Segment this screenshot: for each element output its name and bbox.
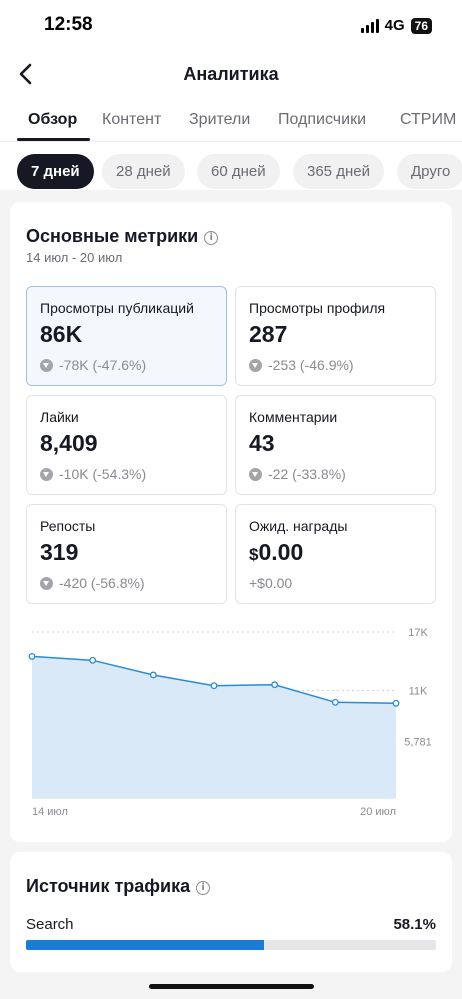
metric-label: Лайки — [40, 409, 79, 425]
data-point — [149, 671, 157, 679]
metric-change: -253 (-46.9%) — [249, 357, 354, 373]
period-selector: 7 дней 28 дней 60 дней 365 дней Друго — [0, 154, 462, 190]
date-range: 14 июл - 20 июл — [26, 250, 123, 265]
metric-label: Комментарии — [249, 409, 338, 425]
traffic-source-percent: 58.1% — [393, 916, 436, 933]
signal-icon — [360, 18, 379, 33]
network-type: 4G — [384, 17, 405, 34]
tab-live[interactable]: СТРИМ — [400, 111, 457, 128]
tab-content[interactable]: Контент — [102, 111, 162, 128]
arrow-down-icon — [249, 467, 262, 481]
traffic-source-card: Источник трафика i Search 58.1% — [10, 852, 452, 972]
metric-change: -10K (-54.3%) — [40, 466, 146, 482]
nav-bar: Аналитика — [0, 52, 462, 98]
status-indicators: 4G 76 — [360, 17, 432, 34]
traffic-progress-track — [26, 940, 436, 950]
arrow-down-icon — [40, 358, 53, 372]
metric-change: -22 (-33.8%) — [249, 466, 346, 482]
metric-change: -420 (-56.8%) — [40, 575, 145, 591]
traffic-source-label: Search — [26, 916, 74, 933]
metric-change: -78K (-47.6%) — [40, 357, 146, 373]
data-point — [392, 699, 400, 707]
data-point — [28, 652, 36, 660]
data-point — [331, 698, 339, 706]
y-tick-label: 17K — [408, 627, 428, 639]
tab-viewers[interactable]: Зрители — [189, 111, 251, 128]
metric-label: Просмотры публикаций — [40, 300, 194, 316]
metric-label: Просмотры профиля — [249, 300, 386, 316]
info-icon[interactable]: i — [196, 881, 211, 895]
series-area — [32, 656, 396, 798]
metric-value: 86K — [40, 321, 83, 347]
metric-value: 319 — [40, 539, 79, 565]
data-point — [271, 681, 279, 689]
period-365-days[interactable]: 365 дней — [293, 154, 384, 189]
metric-shares[interactable]: Репосты 319 -420 (-56.8%) — [26, 504, 227, 604]
traffic-progress-fill — [26, 940, 265, 950]
x-tick-label: 14 июл — [32, 806, 68, 818]
status-time: 12:58 — [44, 14, 93, 35]
tab-followers[interactable]: Подписчики — [278, 111, 367, 128]
metric-post-views[interactable]: Просмотры публикаций 86K -78K (-47.6%) — [26, 286, 227, 386]
x-tick-label: 20 июл — [360, 806, 396, 818]
data-point — [210, 682, 218, 690]
period-7-days[interactable]: 7 дней — [17, 154, 94, 189]
period-60-days[interactable]: 60 дней — [197, 154, 280, 189]
tab-active-indicator — [17, 138, 90, 141]
traffic-title: Источник трафика — [26, 876, 191, 896]
info-icon[interactable]: i — [204, 231, 219, 245]
metric-est-rewards[interactable]: Ожид. награды $0.00 +$0.00 — [235, 504, 436, 604]
metric-value: 8,409 — [40, 430, 98, 456]
y-tick-label: 11K — [409, 686, 428, 698]
arrow-down-icon — [40, 467, 53, 481]
metric-profile-views[interactable]: Просмотры профиля 287 -253 (-46.9%) — [235, 286, 436, 386]
arrow-down-icon — [40, 576, 53, 590]
key-metrics-title-row: Основные метрики i — [26, 226, 219, 247]
metric-likes[interactable]: Лайки 8,409 -10K (-54.3%) — [26, 395, 227, 495]
metric-change: +$0.00 — [249, 575, 293, 591]
y-tick-label: 5,781 — [404, 737, 432, 749]
period-other[interactable]: Друго — [397, 154, 462, 189]
period-28-days[interactable]: 28 дней — [102, 154, 185, 189]
tab-bar: Обзор Контент Зрители Подписчики СТРИМ — [0, 104, 462, 142]
metric-label: Ожид. награды — [249, 518, 348, 534]
views-trend-chart: 17K 11K 5,781 14 июл 20 июл — [28, 627, 432, 818]
status-bar: 12:58 4G 76 — [0, 0, 462, 50]
home-indicator — [149, 984, 314, 989]
traffic-item: Search 58.1% — [26, 916, 436, 933]
traffic-title-row: Источник трафика i — [26, 876, 211, 897]
metric-comments[interactable]: Комментарии 43 -22 (-33.8%) — [235, 395, 436, 495]
metric-label: Репосты — [40, 518, 96, 534]
battery-icon: 76 — [410, 17, 432, 34]
arrow-down-icon — [249, 358, 262, 372]
metric-value: $0.00 — [249, 539, 304, 565]
page-title: Аналитика — [183, 64, 279, 84]
data-point — [89, 656, 97, 664]
metric-value: 287 — [249, 321, 288, 347]
key-metrics-title: Основные метрики — [26, 226, 199, 246]
back-arrow-icon[interactable] — [16, 62, 36, 86]
metric-value: 43 — [249, 430, 275, 456]
key-metrics-card: Основные метрики i 14 июл - 20 июл Просмо… — [10, 202, 452, 842]
tab-overview[interactable]: Обзор — [28, 111, 78, 128]
